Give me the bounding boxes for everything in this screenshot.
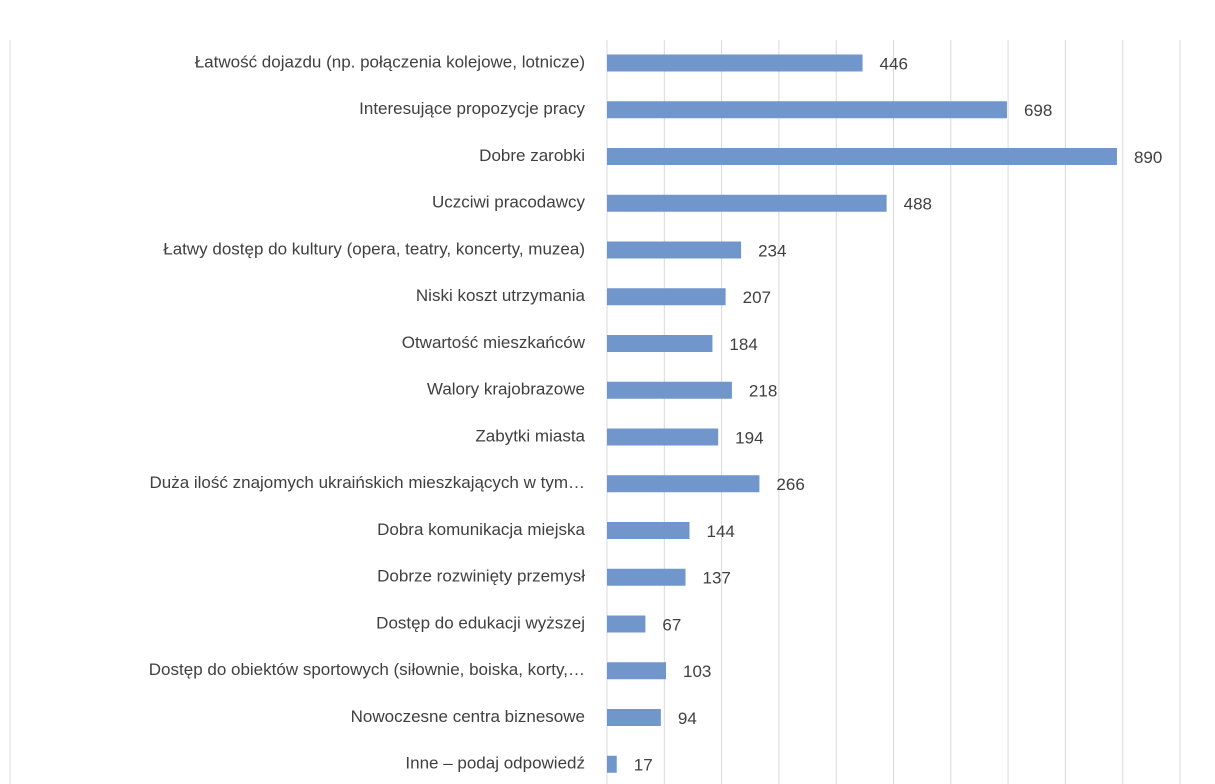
value-label: 184: [729, 335, 757, 354]
bar: [607, 241, 742, 259]
value-label: 17: [634, 756, 653, 775]
value-label: 698: [1024, 101, 1052, 120]
value-label: 266: [776, 475, 804, 494]
category-label: Duża ilość znajomych ukraińskich mieszka…: [149, 473, 585, 492]
bar: [607, 615, 646, 633]
value-label: 103: [683, 662, 711, 681]
category-label: Dobra komunikacja miejska: [377, 520, 585, 539]
value-label: 144: [707, 522, 735, 541]
value-label: 890: [1134, 148, 1162, 167]
bar: [607, 288, 726, 306]
value-label: 94: [678, 709, 697, 728]
value-label: 446: [880, 54, 908, 73]
category-label: Uczciwi pracodawcy: [432, 193, 586, 212]
category-label: Dobre zarobki: [479, 146, 585, 165]
category-label: Walory krajobrazowe: [427, 380, 585, 399]
bar: [607, 335, 713, 352]
bar: [607, 148, 1117, 165]
category-label: Inne – podaj odpowiedź: [405, 754, 585, 773]
category-label: Zabytki miasta: [475, 426, 585, 445]
value-label: 207: [743, 288, 771, 307]
bar: [607, 54, 863, 72]
value-label: 137: [703, 569, 731, 588]
bar: [607, 101, 1007, 119]
category-label: Interesujące propozycje pracy: [359, 99, 585, 118]
value-label: 234: [758, 241, 786, 260]
bar: [607, 475, 760, 493]
category-label: Łatwość dojazdu (np. połączenia kolejowe…: [195, 52, 585, 71]
category-label: Dostęp do obiektów sportowych (siłownie,…: [149, 660, 585, 679]
bar: [607, 662, 667, 680]
bar: [607, 522, 690, 539]
category-label: Dobrze rozwinięty przemysł: [377, 567, 585, 586]
bar: [607, 194, 887, 212]
category-label: Łatwy dostęp do kultury (opera, teatry, …: [163, 239, 585, 258]
category-label: Dostęp do edukacji wyższej: [376, 613, 585, 632]
value-label: 488: [904, 195, 932, 214]
bar: [607, 755, 617, 773]
category-label: Otwartość mieszkańców: [402, 333, 586, 352]
bar: [607, 568, 686, 586]
bar: [607, 428, 719, 446]
bar: [607, 709, 661, 726]
category-label: Nowoczesne centra biznesowe: [351, 707, 585, 726]
value-label: 194: [735, 428, 763, 447]
value-label: 218: [749, 382, 777, 401]
bar: [607, 381, 732, 399]
value-label: 67: [662, 615, 681, 634]
category-label: Niski koszt utrzymania: [416, 286, 586, 305]
